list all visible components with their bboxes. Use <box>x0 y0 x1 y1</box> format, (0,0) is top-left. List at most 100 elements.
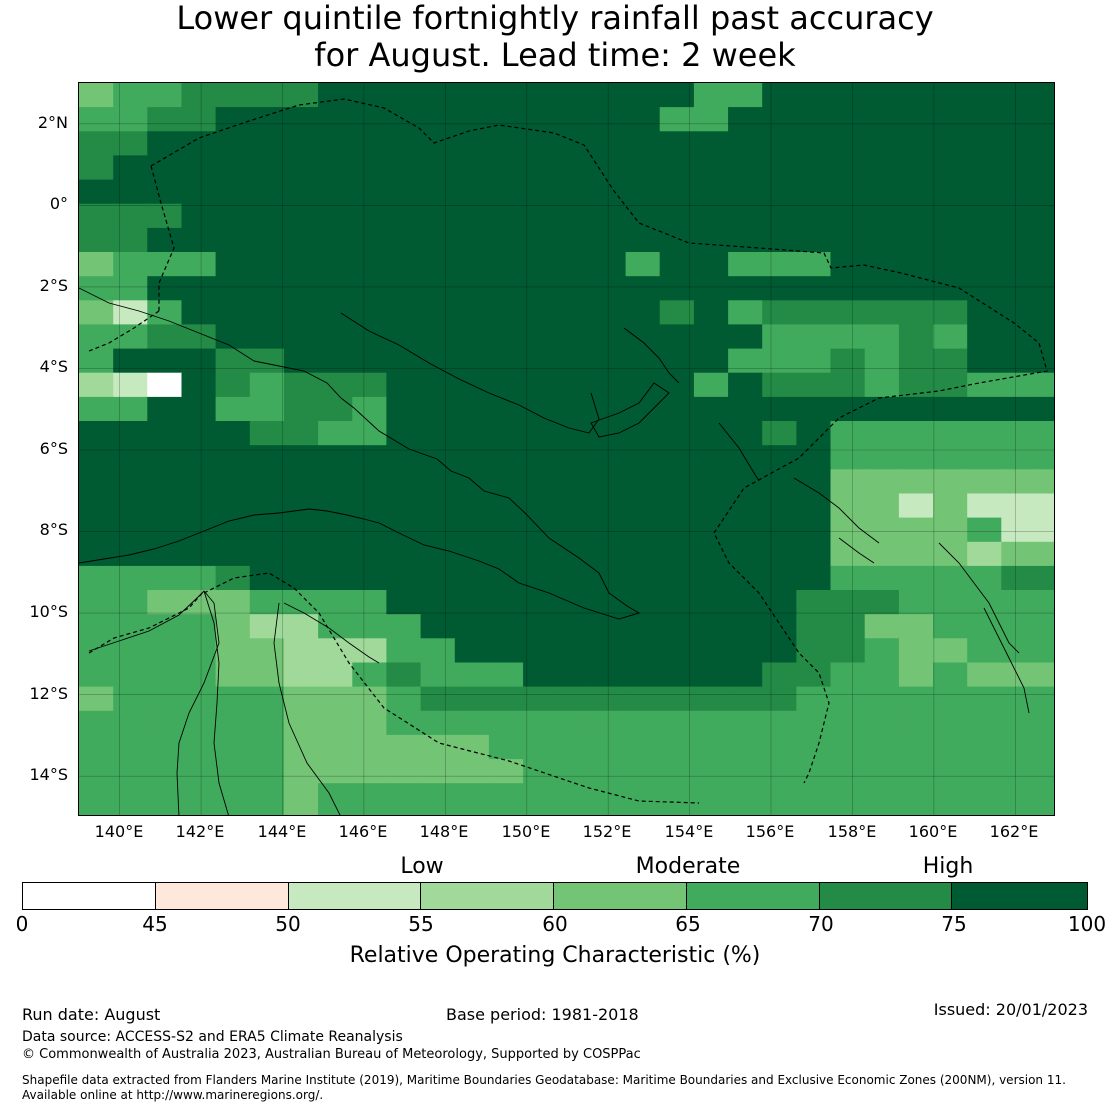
grid-cell <box>318 445 353 470</box>
lon-label-146e: 146°E <box>338 822 388 841</box>
colorbar-category-low: Low <box>400 854 444 879</box>
lat-label-4s: 4°S <box>39 357 68 376</box>
grid-cell <box>79 614 114 639</box>
grid-cell <box>284 276 319 301</box>
shapefile-credit-line-2: Available online at http://www.marinereg… <box>22 1088 324 1102</box>
grid-cell <box>284 179 319 205</box>
grid-cell <box>420 83 456 108</box>
grid-cell <box>488 324 524 350</box>
grid-cell <box>864 372 900 398</box>
grid-cell <box>420 493 456 519</box>
grid-cell <box>284 710 319 736</box>
grid-cell <box>625 227 661 253</box>
grid-cell <box>557 614 593 639</box>
grid-cell <box>113 324 148 350</box>
grid-cell <box>591 759 627 784</box>
grid-cell <box>762 565 797 591</box>
lon-label-152e: 152°E <box>582 822 632 841</box>
grid-cell <box>864 324 900 350</box>
grid-cell <box>898 396 934 422</box>
grid-cell <box>796 517 832 543</box>
torres-strait-boundary <box>203 572 700 804</box>
grid-cell <box>762 348 797 374</box>
grid-cell <box>967 565 1002 591</box>
grid-cell <box>728 252 763 277</box>
grid-cell <box>488 203 524 229</box>
grid-cell <box>796 107 832 132</box>
grid-cell <box>625 396 661 422</box>
grid-cell <box>147 565 183 591</box>
grid-cell <box>488 421 524 446</box>
grid-cell <box>830 807 866 815</box>
grid-cell <box>523 131 558 156</box>
grid-cell <box>659 493 695 519</box>
grid-cell <box>591 638 627 663</box>
grid-cell <box>933 759 968 784</box>
grid-cell <box>967 759 1002 784</box>
lon-label-156e: 156°E <box>745 822 795 841</box>
colorbar-tick-75: 75 <box>941 912 967 936</box>
grid-cell <box>864 227 900 253</box>
grid-cell <box>420 783 456 808</box>
grid-cell <box>147 807 183 815</box>
grid-cell <box>1001 710 1037 736</box>
map-panel[interactable] <box>78 82 1055 816</box>
grid-cell <box>79 734 114 760</box>
grid-cell <box>557 300 593 325</box>
grid-cell <box>693 638 729 663</box>
grid-cell <box>728 372 763 398</box>
grid-cell <box>1001 131 1037 156</box>
grid-cell <box>249 469 285 494</box>
grid-cell <box>659 517 695 543</box>
grid-cell <box>762 227 797 253</box>
grid-cell <box>454 759 490 784</box>
grid-cell <box>215 469 251 494</box>
grid-cell <box>591 493 627 519</box>
grid-cell <box>591 179 627 205</box>
copyright-notice: © Commonwealth of Australia 2023, Austra… <box>22 1047 641 1062</box>
grid-cell <box>591 590 627 615</box>
grid-cell <box>523 662 558 688</box>
grid-cell <box>523 300 558 325</box>
grid-cell <box>249 541 285 567</box>
grid-cell <box>79 541 114 567</box>
grid-cell <box>113 276 148 301</box>
grid-cell <box>830 565 866 591</box>
grid-cell <box>113 493 148 519</box>
grid-cell <box>523 734 558 760</box>
grid-cell <box>864 421 900 446</box>
grid-cell <box>284 421 319 446</box>
grid-cell <box>181 300 217 325</box>
grid-cell <box>147 372 183 398</box>
grid-cell <box>693 662 729 688</box>
grid-cell <box>318 83 353 108</box>
grid-cell <box>898 686 934 712</box>
grid-cell <box>284 252 319 277</box>
grid-cell <box>523 783 558 808</box>
grid-cell <box>1001 686 1037 712</box>
colorbar-category-high: High <box>922 854 974 879</box>
grid-cell <box>1001 179 1037 205</box>
grid-cell <box>1001 276 1037 301</box>
grid-cell <box>488 734 524 760</box>
grid-cell <box>215 493 251 519</box>
grid-cell <box>523 252 558 277</box>
grid-cell <box>591 372 627 398</box>
grid-cell <box>557 348 593 374</box>
grid-cell <box>898 252 934 277</box>
grid-cell <box>864 517 900 543</box>
grid-cell <box>488 227 524 253</box>
grid-cell <box>318 614 353 639</box>
grid-cell <box>386 300 422 325</box>
grid-cell <box>386 541 422 567</box>
grid-cell <box>352 638 388 663</box>
grid-cell <box>625 590 661 615</box>
grid-cell <box>488 541 524 567</box>
grid-cell <box>898 445 934 470</box>
grid-cell <box>79 107 114 132</box>
grid-cell <box>420 396 456 422</box>
grid-cell <box>728 517 763 543</box>
grid-cell <box>659 614 695 639</box>
grid-cell <box>181 179 217 205</box>
grid-cell <box>284 807 319 815</box>
